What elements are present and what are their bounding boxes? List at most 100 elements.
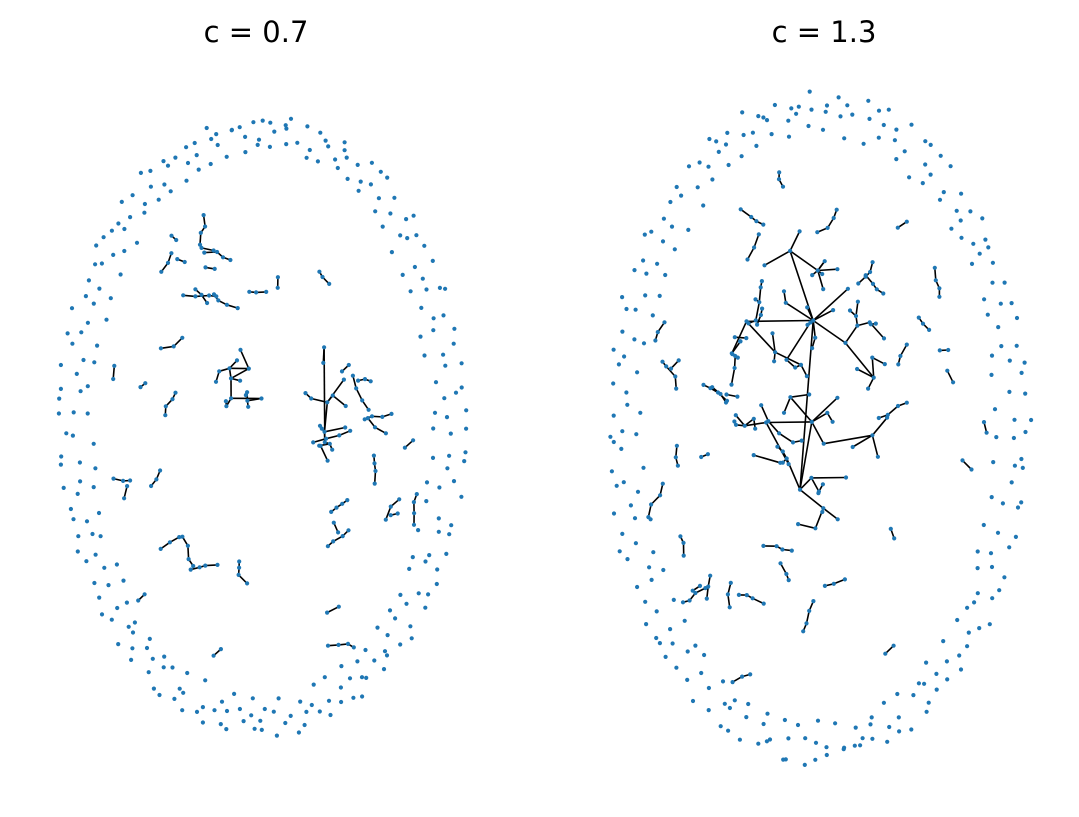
right-node-454 <box>796 522 801 527</box>
left-node-333 <box>216 298 221 303</box>
right-node-103 <box>1023 391 1028 396</box>
left-node-115 <box>436 529 441 534</box>
right-node-382 <box>809 419 814 424</box>
left-node-222 <box>185 670 190 676</box>
right-node-201 <box>895 691 900 697</box>
left-node-231 <box>96 510 102 516</box>
right-node-144 <box>628 503 634 508</box>
right-node-75 <box>772 102 778 108</box>
left-node-277 <box>220 255 226 260</box>
left-node-258 <box>345 176 350 181</box>
left-node-364 <box>350 373 355 378</box>
right-node-76 <box>789 106 794 111</box>
left-node-250 <box>224 154 229 159</box>
left-node-14 <box>398 642 403 647</box>
right-node-205 <box>833 721 838 726</box>
right-node-150 <box>622 354 627 359</box>
left-node-430 <box>330 447 335 452</box>
left-node-344 <box>154 477 159 482</box>
left-node-97 <box>411 213 416 218</box>
left-node-255 <box>304 155 309 160</box>
right-node-331 <box>653 338 658 343</box>
left-node-299 <box>205 300 210 306</box>
left-node-304 <box>181 293 186 298</box>
left-node-9 <box>434 581 439 587</box>
left-node-357 <box>158 346 163 351</box>
right-node-292 <box>892 536 897 541</box>
left-node-20 <box>339 699 344 705</box>
left-node-157 <box>74 371 79 376</box>
right-node-371 <box>761 543 766 549</box>
left-node-52 <box>58 462 64 467</box>
left-node-204 <box>416 528 421 533</box>
right-node-376 <box>797 487 803 492</box>
left-node-17 <box>364 675 369 681</box>
right-node-212 <box>720 679 726 684</box>
right-edge-109 <box>812 320 816 338</box>
left-node-62 <box>83 294 88 299</box>
left-node-268 <box>433 380 439 385</box>
right-node-308 <box>732 335 737 340</box>
right-node-420 <box>805 322 810 327</box>
right-node-17 <box>924 709 929 714</box>
right-edge-97 <box>766 421 812 424</box>
left-edge-59 <box>112 365 116 380</box>
right-edge-100 <box>771 333 776 353</box>
right-node-164 <box>750 130 756 135</box>
right-node-101 <box>1022 360 1027 365</box>
left-node-138 <box>181 690 186 695</box>
left-node-96 <box>404 217 409 222</box>
left-node-201 <box>430 455 436 460</box>
right-node-360 <box>749 214 754 220</box>
right-node-266 <box>676 358 681 363</box>
left-node-233 <box>93 466 98 471</box>
right-node-288 <box>760 306 765 311</box>
left-node-143 <box>130 630 136 635</box>
left-node-40 <box>130 646 135 651</box>
left-node-18 <box>360 694 365 699</box>
right-node-417 <box>762 263 767 268</box>
right-node-323 <box>646 515 651 520</box>
left-node-279 <box>173 390 178 395</box>
right-node-110 <box>988 551 994 556</box>
left-node-1 <box>463 450 468 455</box>
right-node-11 <box>977 626 982 631</box>
left-node-288 <box>362 417 367 422</box>
left-node-199 <box>444 415 450 420</box>
right-node-104 <box>1029 417 1034 423</box>
left-node-190 <box>405 236 410 241</box>
left-node-66 <box>101 235 106 240</box>
left-node-149 <box>90 531 95 537</box>
right-node-238 <box>806 123 811 129</box>
right-edge-114 <box>817 268 838 272</box>
left-node-404 <box>245 398 250 403</box>
left-node-68 <box>116 221 121 226</box>
right-edge-85 <box>812 319 846 344</box>
right-node-33 <box>726 728 731 733</box>
right-node-369 <box>715 390 721 395</box>
right-node-45 <box>625 557 630 562</box>
right-node-278 <box>780 184 786 189</box>
left-node-216 <box>276 696 281 701</box>
left-node-134 <box>237 706 242 712</box>
right-edge-154 <box>790 393 810 398</box>
right-node-280 <box>744 593 749 598</box>
right-node-176 <box>923 162 928 167</box>
right-node-465 <box>732 419 737 424</box>
right-edge-81 <box>789 250 814 321</box>
right-node-140 <box>649 577 654 583</box>
left-node-289 <box>345 498 350 503</box>
right-node-344 <box>745 257 750 262</box>
right-node-85 <box>894 127 899 132</box>
right-node-373 <box>780 547 785 552</box>
left-node-408 <box>213 379 219 384</box>
right-node-189 <box>1012 417 1017 422</box>
right-node-192 <box>989 495 994 500</box>
left-node-44 <box>97 595 102 600</box>
left-node-21 <box>328 712 333 718</box>
right-node-36 <box>690 698 696 704</box>
left-node-383 <box>237 565 242 570</box>
right-node-254 <box>992 407 998 412</box>
right-node-419 <box>855 299 861 304</box>
left-node-343 <box>158 468 163 473</box>
